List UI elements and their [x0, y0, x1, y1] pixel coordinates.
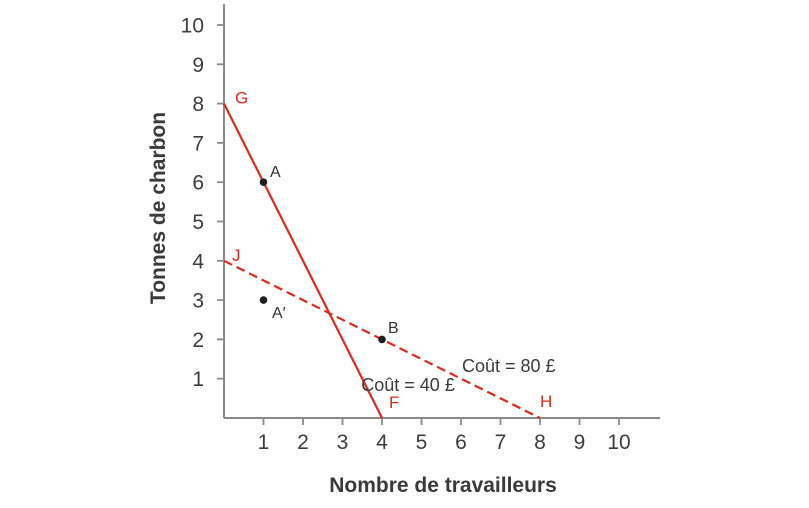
- point-A: [259, 178, 268, 186]
- point-label-B: B: [388, 320, 399, 337]
- x-tick-label: 7: [495, 431, 507, 454]
- cost-annotation-80: Coût = 80 £: [462, 356, 556, 376]
- y-tick-label: 6: [192, 172, 204, 195]
- y-tick-label: 8: [192, 93, 204, 116]
- point-B: [378, 335, 386, 344]
- point-label-A: A: [270, 164, 281, 181]
- isocost-line-40: [223, 103, 383, 419]
- y-tick-label: 5: [192, 211, 204, 234]
- x-tick-label: 2: [297, 431, 309, 454]
- x-tick-label: 9: [574, 431, 586, 454]
- x-tick-label: 6: [455, 431, 467, 454]
- x-tick-label: 4: [376, 431, 388, 454]
- x-tick-label: 5: [416, 431, 428, 454]
- x-axis-title: Nombre de travailleurs: [329, 474, 557, 497]
- y-tick-label: 2: [192, 329, 204, 352]
- y-tick-label: 9: [192, 54, 204, 77]
- endpoint-label-G: G: [235, 89, 248, 108]
- x-tick-label: 3: [337, 431, 349, 454]
- y-tick-label: 10: [181, 15, 204, 38]
- x-tick-label: 8: [534, 431, 546, 454]
- y-axis-title: Tonnes de charbon: [147, 111, 170, 305]
- y-tick-label: 7: [192, 132, 204, 155]
- point-label-A′: A′: [272, 305, 286, 322]
- x-tick-label: 10: [607, 431, 630, 454]
- point-A′: [259, 296, 268, 304]
- endpoint-label-F: F: [389, 393, 399, 412]
- cost-annotation-40: Coût = 40 £: [361, 375, 455, 395]
- y-tick-label: 1: [192, 368, 204, 391]
- x-tick-label: 1: [258, 431, 270, 454]
- endpoint-label-H: H: [540, 392, 552, 411]
- endpoint-label-J: J: [232, 246, 241, 265]
- y-tick-label: 3: [192, 290, 204, 313]
- y-tick-label: 4: [192, 250, 204, 273]
